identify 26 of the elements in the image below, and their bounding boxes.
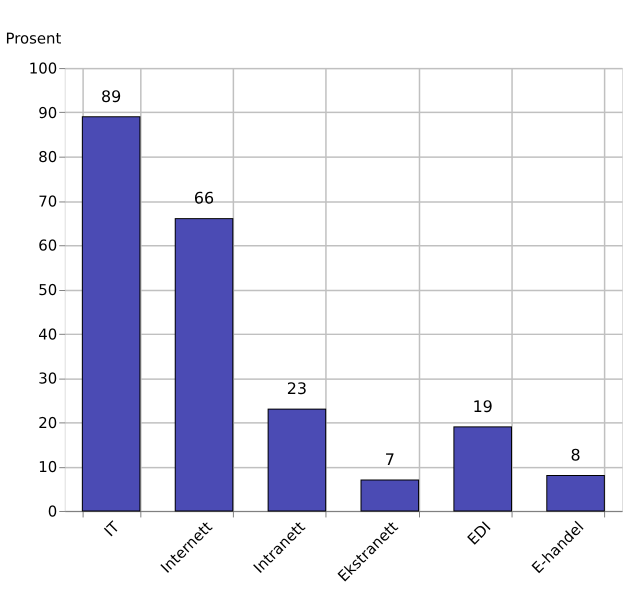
y-axis-title: Prosent bbox=[5, 30, 62, 48]
y-tick-label: 70 bbox=[38, 192, 58, 210]
y-tick-label: 20 bbox=[38, 414, 58, 432]
data-label: 7 bbox=[384, 450, 395, 470]
data-label: 66 bbox=[194, 188, 214, 208]
bar bbox=[268, 408, 326, 512]
y-tick-label: 100 bbox=[28, 60, 58, 78]
y-tick-label: 90 bbox=[38, 104, 58, 122]
x-tick-label: EDI bbox=[464, 518, 494, 549]
bar bbox=[82, 116, 140, 512]
x-tick-label: IT bbox=[100, 517, 124, 540]
y-tick-label: 10 bbox=[38, 458, 58, 476]
data-label: 89 bbox=[101, 86, 122, 106]
y-tick-label: 80 bbox=[38, 148, 58, 166]
bar bbox=[360, 479, 420, 512]
y-tick-label: 0 bbox=[48, 502, 58, 520]
data-label: 23 bbox=[286, 379, 308, 398]
y-tick-label: 50 bbox=[38, 281, 58, 299]
y-tick-label: 60 bbox=[38, 236, 58, 255]
data-label: 8 bbox=[570, 446, 581, 465]
y-tick-label: 30 bbox=[38, 370, 58, 388]
bar bbox=[546, 475, 605, 512]
bar bbox=[174, 218, 234, 512]
y-tick-label: 40 bbox=[38, 325, 58, 344]
bar bbox=[453, 426, 512, 512]
data-label: 19 bbox=[472, 396, 493, 416]
